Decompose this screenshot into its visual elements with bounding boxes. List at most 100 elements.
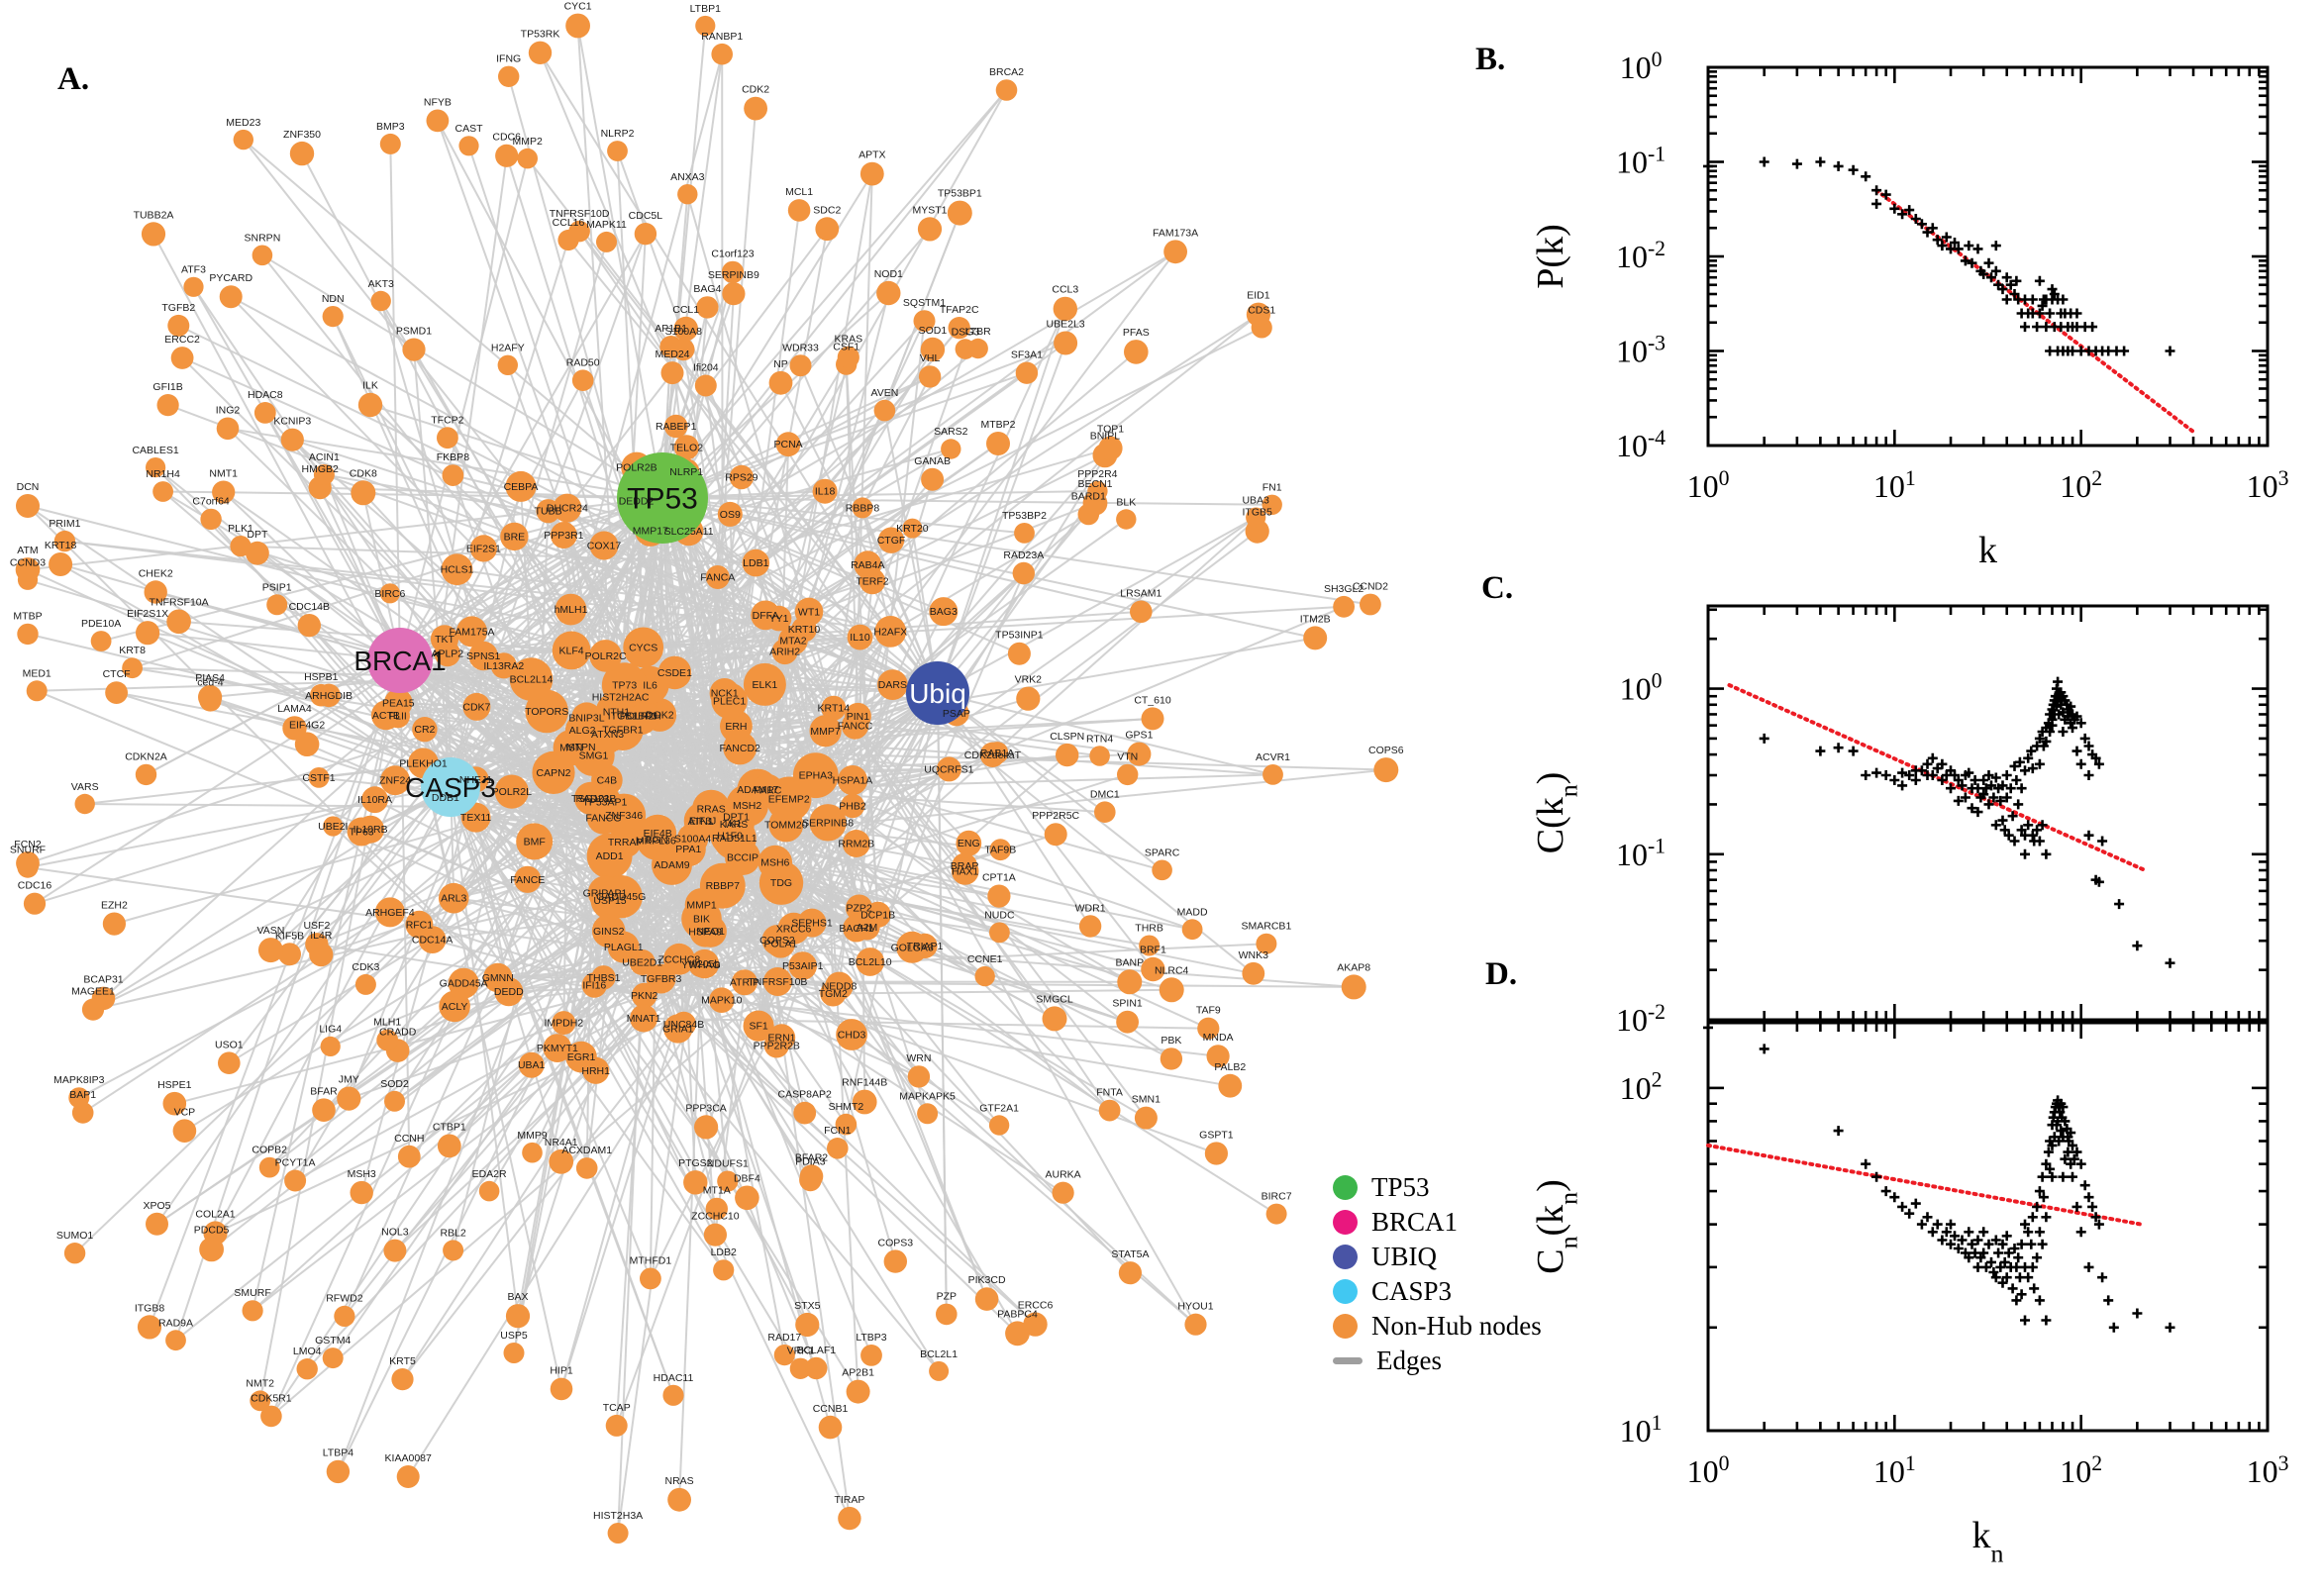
network-node bbox=[765, 929, 796, 958]
network-edge bbox=[547, 510, 731, 702]
node-label: RAD51L1 bbox=[712, 833, 758, 845]
node-label: TIRAP bbox=[834, 1494, 864, 1506]
node-label: ARHGEF4 bbox=[365, 907, 415, 919]
hub-label-casp3: CASP3 bbox=[405, 772, 496, 803]
node-label: CTGF bbox=[877, 535, 906, 547]
network-node bbox=[322, 1347, 344, 1369]
y-tick-label: 10-4 bbox=[1616, 426, 1666, 463]
network-node bbox=[384, 1090, 405, 1112]
node-label: NFYB bbox=[424, 97, 452, 109]
network-node bbox=[514, 865, 542, 893]
node-label: SLC25A11 bbox=[664, 526, 714, 538]
network-node bbox=[575, 1157, 598, 1179]
x-tick-label: 103 bbox=[2247, 466, 2289, 504]
network-node bbox=[497, 354, 518, 375]
network-edge bbox=[701, 516, 1257, 906]
network-node bbox=[574, 781, 608, 815]
network-node bbox=[581, 972, 607, 998]
network-edge bbox=[413, 349, 452, 788]
network-node bbox=[553, 493, 582, 523]
node-label: AURKA bbox=[1046, 1169, 1081, 1181]
network-node bbox=[840, 793, 865, 819]
network-node bbox=[1262, 764, 1283, 785]
node-label: ING2 bbox=[216, 404, 241, 416]
network-node bbox=[902, 518, 923, 539]
node-label: CAPN2 bbox=[536, 767, 570, 779]
node-label: IL10RA bbox=[357, 794, 392, 806]
network-edge bbox=[450, 786, 802, 1369]
network-node bbox=[694, 915, 727, 948]
hub-label-tp53: TP53 bbox=[627, 483, 698, 516]
node-label: ITGB5 bbox=[1243, 507, 1273, 519]
network-node bbox=[505, 1304, 531, 1329]
network-node bbox=[795, 1312, 820, 1338]
node-label: UBA1 bbox=[518, 1059, 546, 1071]
network-node bbox=[683, 1170, 708, 1195]
node-label: PFAS bbox=[1123, 327, 1150, 339]
node-label: KRT10 bbox=[788, 624, 821, 636]
node-label: NDUFS1 bbox=[707, 1158, 749, 1170]
node-label: MTBP bbox=[13, 611, 42, 623]
network-edge bbox=[937, 692, 1273, 776]
network-node bbox=[26, 680, 48, 702]
legend-dot-swatch bbox=[1333, 1313, 1358, 1339]
network-node bbox=[289, 141, 315, 166]
y-tick-label: 100 bbox=[1620, 668, 1663, 706]
network-node bbox=[532, 750, 575, 795]
node-label: MTBP2 bbox=[980, 419, 1015, 431]
network-edge bbox=[230, 295, 810, 613]
node-label: CYCS bbox=[629, 642, 657, 653]
network-node bbox=[462, 692, 491, 721]
node-label: PZP2 bbox=[846, 903, 871, 915]
node-label: WDR1 bbox=[1075, 902, 1106, 914]
node-label: HAX1 bbox=[952, 866, 979, 878]
network-edge bbox=[776, 939, 1197, 1326]
node-label: DCP1B bbox=[860, 909, 895, 921]
network-node bbox=[1246, 507, 1266, 528]
network-node bbox=[442, 464, 464, 486]
node-label: CCNE1 bbox=[967, 953, 1003, 965]
node-label: NLRP2 bbox=[601, 128, 635, 140]
node-label: BNIP3L bbox=[568, 712, 604, 724]
network-node bbox=[989, 922, 1010, 944]
network-node bbox=[820, 980, 847, 1007]
node-label: PYCARD bbox=[209, 272, 252, 284]
network-node bbox=[1042, 1006, 1067, 1032]
network-edge bbox=[230, 296, 622, 698]
network-edge bbox=[502, 664, 605, 978]
network-node bbox=[218, 1051, 241, 1074]
node-label: TGM2 bbox=[819, 988, 848, 1000]
node-label: ARL3 bbox=[441, 893, 466, 905]
network-node bbox=[122, 657, 143, 679]
network-edge bbox=[474, 778, 529, 880]
network-node bbox=[16, 494, 40, 518]
node-label: PPP2R5C bbox=[1032, 810, 1079, 822]
network-node bbox=[1262, 494, 1282, 515]
node-label: HYOU1 bbox=[1177, 1301, 1213, 1313]
node-label: FAM175A bbox=[449, 626, 494, 638]
network-node bbox=[105, 681, 128, 704]
node-label: PBK bbox=[1161, 1035, 1181, 1047]
node-label: CDK5R1 bbox=[251, 1393, 292, 1405]
legend-item-casp3: CASP3 bbox=[1333, 1276, 1542, 1306]
node-label: BFAR bbox=[310, 1085, 338, 1097]
network-node bbox=[659, 336, 682, 358]
network-node bbox=[854, 550, 882, 579]
network-node bbox=[361, 786, 388, 814]
network-node bbox=[605, 1414, 628, 1437]
network-node bbox=[876, 280, 901, 306]
node-label: TP53BP2 bbox=[1002, 510, 1047, 522]
network-edge bbox=[228, 878, 529, 1064]
network-node bbox=[152, 481, 174, 502]
network-node bbox=[443, 1240, 464, 1261]
network-node bbox=[1218, 1073, 1243, 1098]
network-node bbox=[430, 625, 459, 653]
network-node bbox=[172, 1119, 197, 1143]
node-label: AVEN bbox=[870, 387, 898, 399]
network-edge bbox=[223, 491, 401, 661]
node-label: IFNG bbox=[496, 53, 521, 65]
network-node bbox=[90, 631, 112, 651]
network-edge bbox=[263, 412, 401, 661]
network-node bbox=[995, 79, 1018, 101]
network-edge bbox=[450, 786, 519, 1317]
